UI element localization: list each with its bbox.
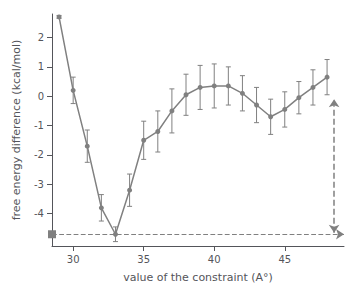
svg-text:1: 1 <box>38 61 44 72</box>
svg-text:0: 0 <box>38 91 44 102</box>
svg-text:35: 35 <box>137 254 150 265</box>
svg-text:free energy difference (kcal/m: free energy difference (kcal/mol) <box>10 40 23 221</box>
svg-text:-3: -3 <box>34 179 44 190</box>
svg-text:40: 40 <box>208 254 221 265</box>
svg-text:45: 45 <box>278 254 291 265</box>
svg-text:-2: -2 <box>34 149 44 160</box>
svg-text:2: 2 <box>38 32 44 43</box>
svg-text:30: 30 <box>67 254 80 265</box>
svg-text:value of the constraint (A°): value of the constraint (A°) <box>123 271 273 284</box>
svg-text:-4: -4 <box>34 208 44 219</box>
svg-text:-1: -1 <box>34 120 44 131</box>
